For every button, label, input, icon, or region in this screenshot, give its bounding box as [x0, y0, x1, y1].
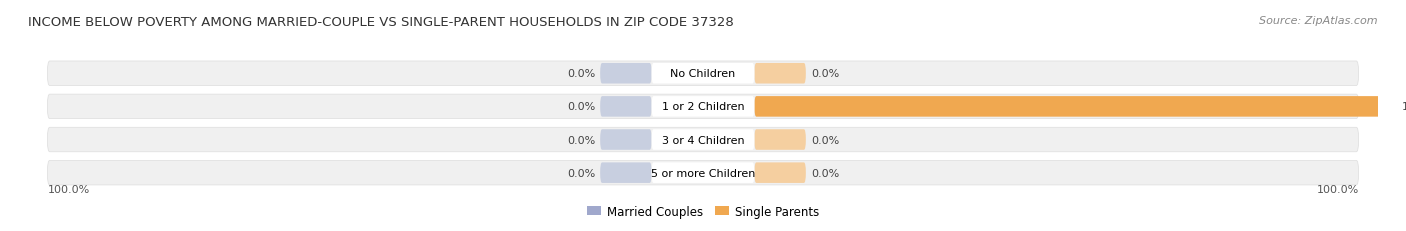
FancyBboxPatch shape: [755, 64, 806, 84]
FancyBboxPatch shape: [48, 95, 1358, 119]
FancyBboxPatch shape: [651, 163, 755, 183]
Text: Source: ZipAtlas.com: Source: ZipAtlas.com: [1260, 16, 1378, 26]
Text: 0.0%: 0.0%: [567, 135, 595, 145]
FancyBboxPatch shape: [600, 64, 651, 84]
Text: 1 or 2 Children: 1 or 2 Children: [662, 102, 744, 112]
Text: 3 or 4 Children: 3 or 4 Children: [662, 135, 744, 145]
FancyBboxPatch shape: [48, 128, 1358, 152]
Text: 0.0%: 0.0%: [811, 168, 839, 178]
Text: 0.0%: 0.0%: [811, 135, 839, 145]
FancyBboxPatch shape: [600, 97, 651, 117]
FancyBboxPatch shape: [755, 163, 806, 183]
Text: 100.0%: 100.0%: [1316, 184, 1358, 195]
Text: 5 or more Children: 5 or more Children: [651, 168, 755, 178]
FancyBboxPatch shape: [755, 130, 806, 150]
FancyBboxPatch shape: [48, 62, 1358, 86]
FancyBboxPatch shape: [651, 97, 755, 117]
FancyBboxPatch shape: [755, 97, 1398, 117]
Text: 0.0%: 0.0%: [567, 168, 595, 178]
FancyBboxPatch shape: [600, 163, 651, 183]
Legend: Married Couples, Single Parents: Married Couples, Single Parents: [582, 200, 824, 222]
Text: 100.0%: 100.0%: [1402, 102, 1406, 112]
Text: INCOME BELOW POVERTY AMONG MARRIED-COUPLE VS SINGLE-PARENT HOUSEHOLDS IN ZIP COD: INCOME BELOW POVERTY AMONG MARRIED-COUPL…: [28, 16, 734, 29]
FancyBboxPatch shape: [651, 64, 755, 84]
FancyBboxPatch shape: [651, 130, 755, 150]
Text: 0.0%: 0.0%: [567, 102, 595, 112]
Text: 100.0%: 100.0%: [48, 184, 90, 195]
Text: 0.0%: 0.0%: [567, 69, 595, 79]
Text: 0.0%: 0.0%: [811, 69, 839, 79]
Text: No Children: No Children: [671, 69, 735, 79]
FancyBboxPatch shape: [48, 161, 1358, 185]
FancyBboxPatch shape: [600, 130, 651, 150]
